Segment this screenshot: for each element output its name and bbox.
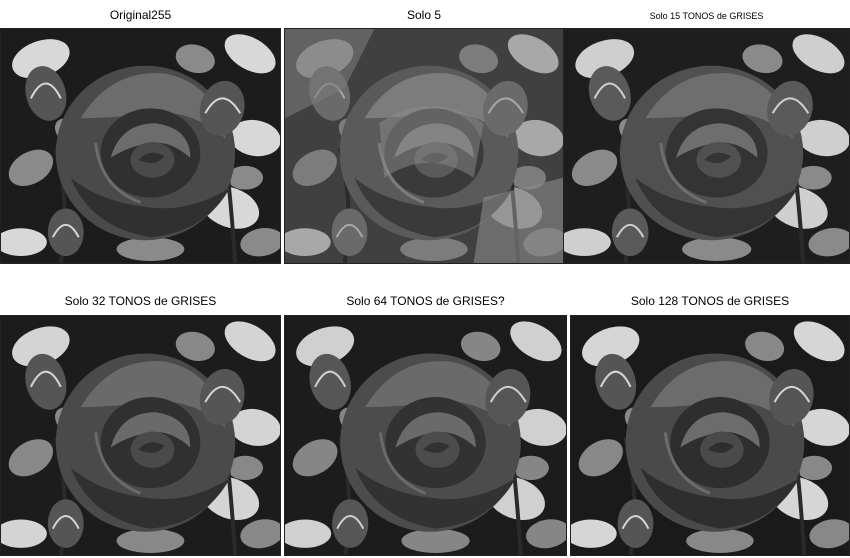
rose-image bbox=[284, 28, 564, 264]
figure-title: Original255 bbox=[109, 8, 172, 22]
figure-panel-6: Solo 128 TONOS de GRISES bbox=[570, 288, 850, 558]
figure-title: Solo 15 TONOS de GRISES bbox=[649, 11, 764, 21]
figure-title: Solo 128 TONOS de GRISES bbox=[630, 294, 790, 308]
rose-image bbox=[570, 315, 850, 556]
figure-title: Solo 32 TONOS de GRISES bbox=[64, 294, 217, 308]
figure-title: Solo 64 TONOS de GRISES? bbox=[346, 294, 505, 308]
figure-panel-1: Original255 bbox=[0, 0, 281, 266]
figure-panel-2: Solo 5 bbox=[284, 0, 564, 266]
figure-title: Solo 5 bbox=[406, 8, 442, 22]
figure-panel-3: Solo 15 TONOS de GRISES bbox=[563, 0, 850, 266]
rose-image bbox=[563, 28, 850, 264]
figure-panel-5: Solo 64 TONOS de GRISES? bbox=[284, 288, 567, 558]
rose-image bbox=[0, 28, 281, 264]
rose-image bbox=[0, 315, 281, 556]
rose-image bbox=[284, 315, 567, 556]
figure-panel-4: Solo 32 TONOS de GRISES bbox=[0, 288, 281, 558]
